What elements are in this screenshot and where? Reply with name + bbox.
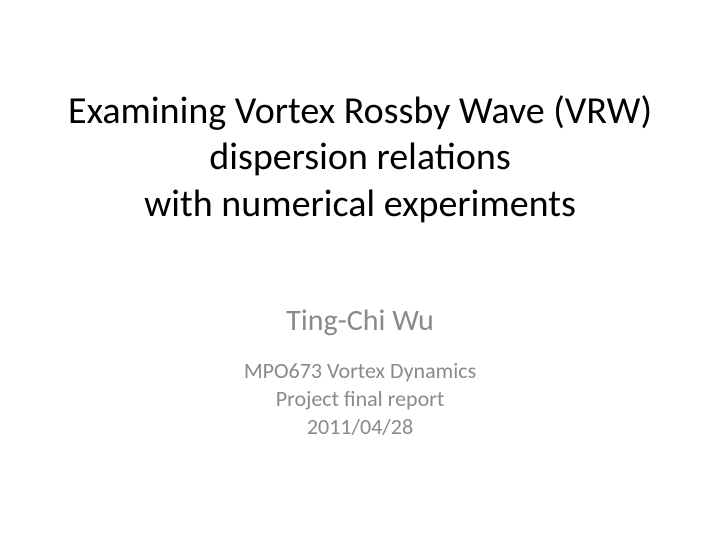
title-line-3: with numerical experiments — [40, 181, 680, 227]
slide: Examining Vortex Rossby Wave (VRW) dispe… — [0, 0, 720, 540]
title-line-1: Examining Vortex Rossby Wave (VRW) — [40, 88, 680, 134]
author-name: Ting-Chi Wu — [40, 302, 680, 339]
title-block: Examining Vortex Rossby Wave (VRW) dispe… — [40, 88, 680, 227]
subtitle-block: Ting-Chi Wu MPO673 Vortex Dynamics Proje… — [40, 302, 680, 441]
report-label: Project final report — [40, 385, 680, 413]
title-line-2: dispersion relations — [40, 134, 680, 180]
course-name: MPO673 Vortex Dynamics — [40, 357, 680, 385]
date: 2011/04/28 — [40, 413, 680, 441]
